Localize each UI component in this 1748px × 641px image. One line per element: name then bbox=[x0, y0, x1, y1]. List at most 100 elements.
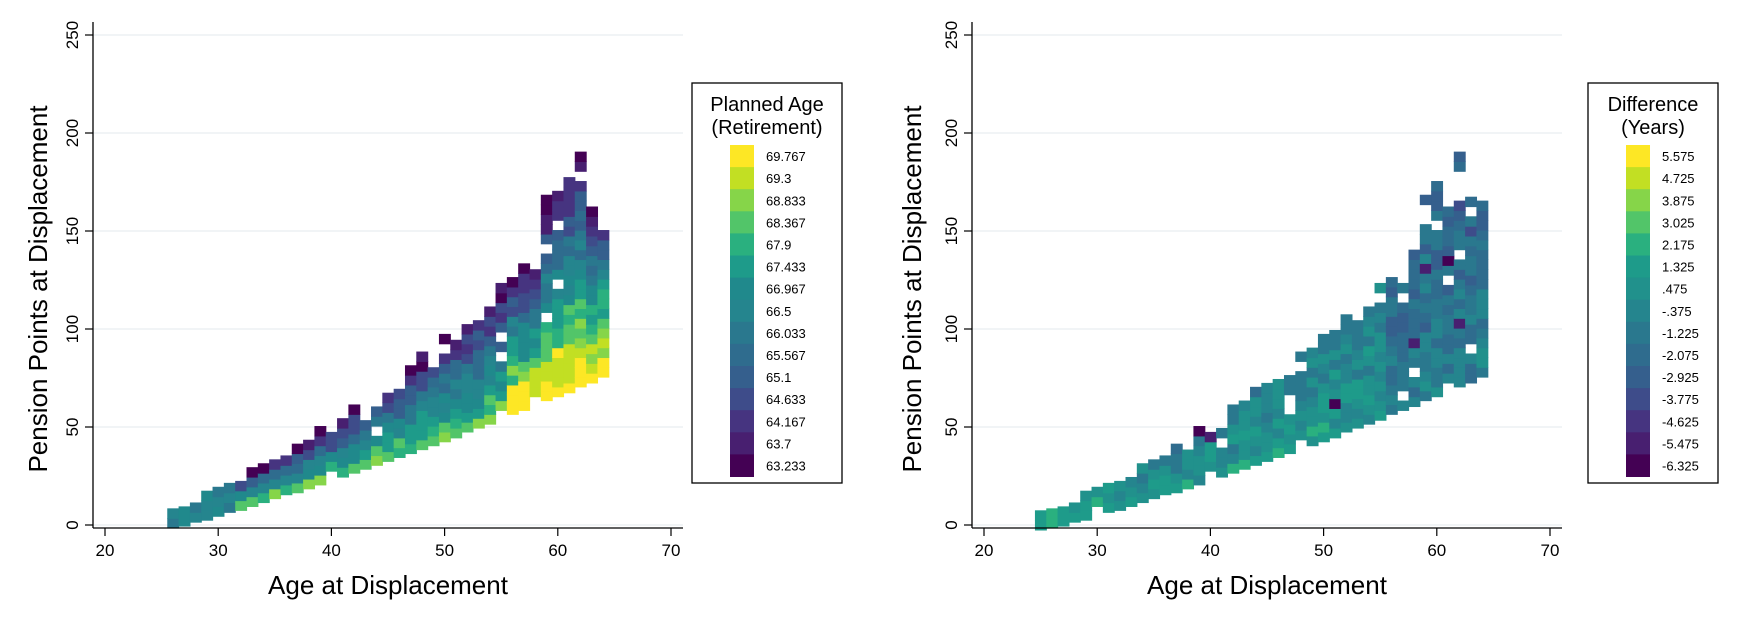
heatmap-cell bbox=[540, 194, 553, 206]
heatmap-cell bbox=[574, 230, 587, 241]
heatmap-cell bbox=[404, 365, 417, 376]
heatmap-cell bbox=[1295, 400, 1308, 411]
heatmap-cell bbox=[1476, 259, 1489, 270]
heatmap-cell bbox=[1385, 335, 1398, 347]
heatmap-cell bbox=[1408, 318, 1421, 329]
legend-label: -6.325 bbox=[1662, 458, 1699, 473]
heatmap-cell bbox=[1453, 259, 1466, 270]
heatmap-cell bbox=[1351, 378, 1364, 390]
heatmap-cell bbox=[450, 378, 463, 390]
heatmap-cell bbox=[1193, 426, 1206, 437]
heatmap-cell bbox=[552, 239, 565, 251]
legend-swatch bbox=[730, 277, 754, 301]
heatmap-cell bbox=[586, 353, 599, 364]
heatmap-cell bbox=[1419, 380, 1432, 392]
legend-swatch bbox=[1626, 167, 1650, 190]
x-tick-label: 60 bbox=[1427, 541, 1446, 560]
heatmap-cell bbox=[1442, 343, 1455, 355]
heatmap-cell bbox=[416, 420, 429, 431]
heatmap-cell bbox=[1397, 361, 1410, 372]
heatmap-cell bbox=[552, 259, 565, 270]
heatmap-cell bbox=[1306, 347, 1319, 359]
heatmap-cell bbox=[461, 402, 474, 413]
heatmap-cell bbox=[1408, 396, 1421, 408]
heatmap-cell bbox=[1385, 316, 1398, 327]
heatmap-cell bbox=[586, 235, 599, 247]
heatmap-cell bbox=[1465, 304, 1478, 315]
x-tick-label: 70 bbox=[1541, 541, 1560, 560]
heatmap-cell bbox=[484, 335, 497, 347]
heatmap-cell bbox=[1295, 429, 1308, 441]
heatmap-cell bbox=[1340, 363, 1353, 374]
heatmap-cell bbox=[1408, 347, 1421, 359]
heatmap-cell bbox=[1272, 408, 1285, 419]
heatmap-cell bbox=[597, 279, 610, 290]
heatmap-cell bbox=[563, 382, 576, 394]
heatmap-cell bbox=[371, 406, 383, 417]
heatmap-cell bbox=[1329, 359, 1342, 370]
y-tick-label: 50 bbox=[63, 418, 82, 437]
heatmap-cell bbox=[1419, 302, 1432, 313]
heatmap-cell bbox=[1453, 279, 1466, 290]
heatmap-cell bbox=[1465, 235, 1478, 247]
heatmap-cell bbox=[438, 363, 451, 374]
heatmap-cell bbox=[495, 312, 508, 323]
heatmap-cell bbox=[1465, 216, 1478, 227]
heatmap-cell bbox=[1374, 312, 1387, 323]
heatmap-cell bbox=[1431, 269, 1444, 280]
heatmap-cell bbox=[348, 414, 361, 425]
heatmap-cell bbox=[1272, 378, 1285, 390]
heatmap-cell bbox=[586, 265, 599, 276]
heatmap-cell bbox=[484, 316, 497, 327]
heatmap-cell bbox=[359, 420, 372, 431]
heatmap-cell bbox=[1453, 347, 1466, 359]
legend-title: Planned Age bbox=[710, 94, 823, 116]
heatmap-cell bbox=[1374, 351, 1387, 362]
heatmap-cell bbox=[1374, 302, 1387, 313]
heatmap-cell bbox=[484, 375, 497, 386]
legend-swatch bbox=[1626, 410, 1650, 433]
heatmap-cell bbox=[552, 357, 565, 368]
heatmap-cell bbox=[1193, 435, 1206, 447]
heatmap-cell bbox=[540, 233, 553, 245]
heatmap-cell bbox=[518, 341, 531, 353]
heatmap-cell bbox=[450, 427, 463, 439]
legend-box bbox=[1587, 82, 1719, 484]
heatmap-cell bbox=[1238, 449, 1251, 460]
heatmap-cell bbox=[314, 465, 327, 476]
heatmap-cell bbox=[1476, 239, 1489, 251]
heatmap-cell bbox=[337, 418, 349, 429]
heatmap-cell bbox=[1148, 478, 1161, 490]
heatmap-cell bbox=[1204, 451, 1217, 462]
heatmap-cell bbox=[1442, 265, 1455, 276]
heatmap-cell bbox=[1317, 402, 1330, 413]
heatmap-cell bbox=[393, 398, 406, 409]
heatmap-cell bbox=[495, 341, 508, 353]
heatmap-cell bbox=[1193, 445, 1206, 457]
heatmap-cell bbox=[359, 439, 372, 451]
heatmap-cell bbox=[1476, 200, 1489, 212]
heatmap-cell bbox=[1453, 308, 1466, 319]
heatmap-cell bbox=[314, 426, 327, 437]
heatmap-cell bbox=[1295, 351, 1308, 362]
heatmap-cell bbox=[291, 453, 304, 464]
heatmap-cell bbox=[1080, 510, 1093, 521]
heatmap-cell bbox=[1295, 420, 1308, 431]
heatmap-cell bbox=[1431, 249, 1444, 261]
heatmap-cell bbox=[1419, 351, 1432, 362]
heatmap-cell bbox=[597, 239, 610, 251]
heatmap-cell bbox=[1193, 455, 1206, 466]
heatmap-cell bbox=[1317, 422, 1330, 433]
heatmap-cell bbox=[427, 416, 440, 427]
heatmap-cell bbox=[325, 451, 338, 462]
heatmap-cell bbox=[1340, 412, 1353, 423]
heatmap-cell bbox=[1351, 418, 1364, 429]
heatmap-cell bbox=[337, 437, 349, 449]
heatmap-cell bbox=[1374, 361, 1387, 372]
legend-label: -3.775 bbox=[1662, 392, 1699, 407]
heatmap-cell bbox=[518, 400, 531, 411]
heatmap-cell bbox=[1159, 465, 1172, 476]
heatmap-cell bbox=[586, 216, 599, 227]
heatmap-cell bbox=[1261, 431, 1274, 443]
heatmap-cell bbox=[540, 292, 553, 304]
